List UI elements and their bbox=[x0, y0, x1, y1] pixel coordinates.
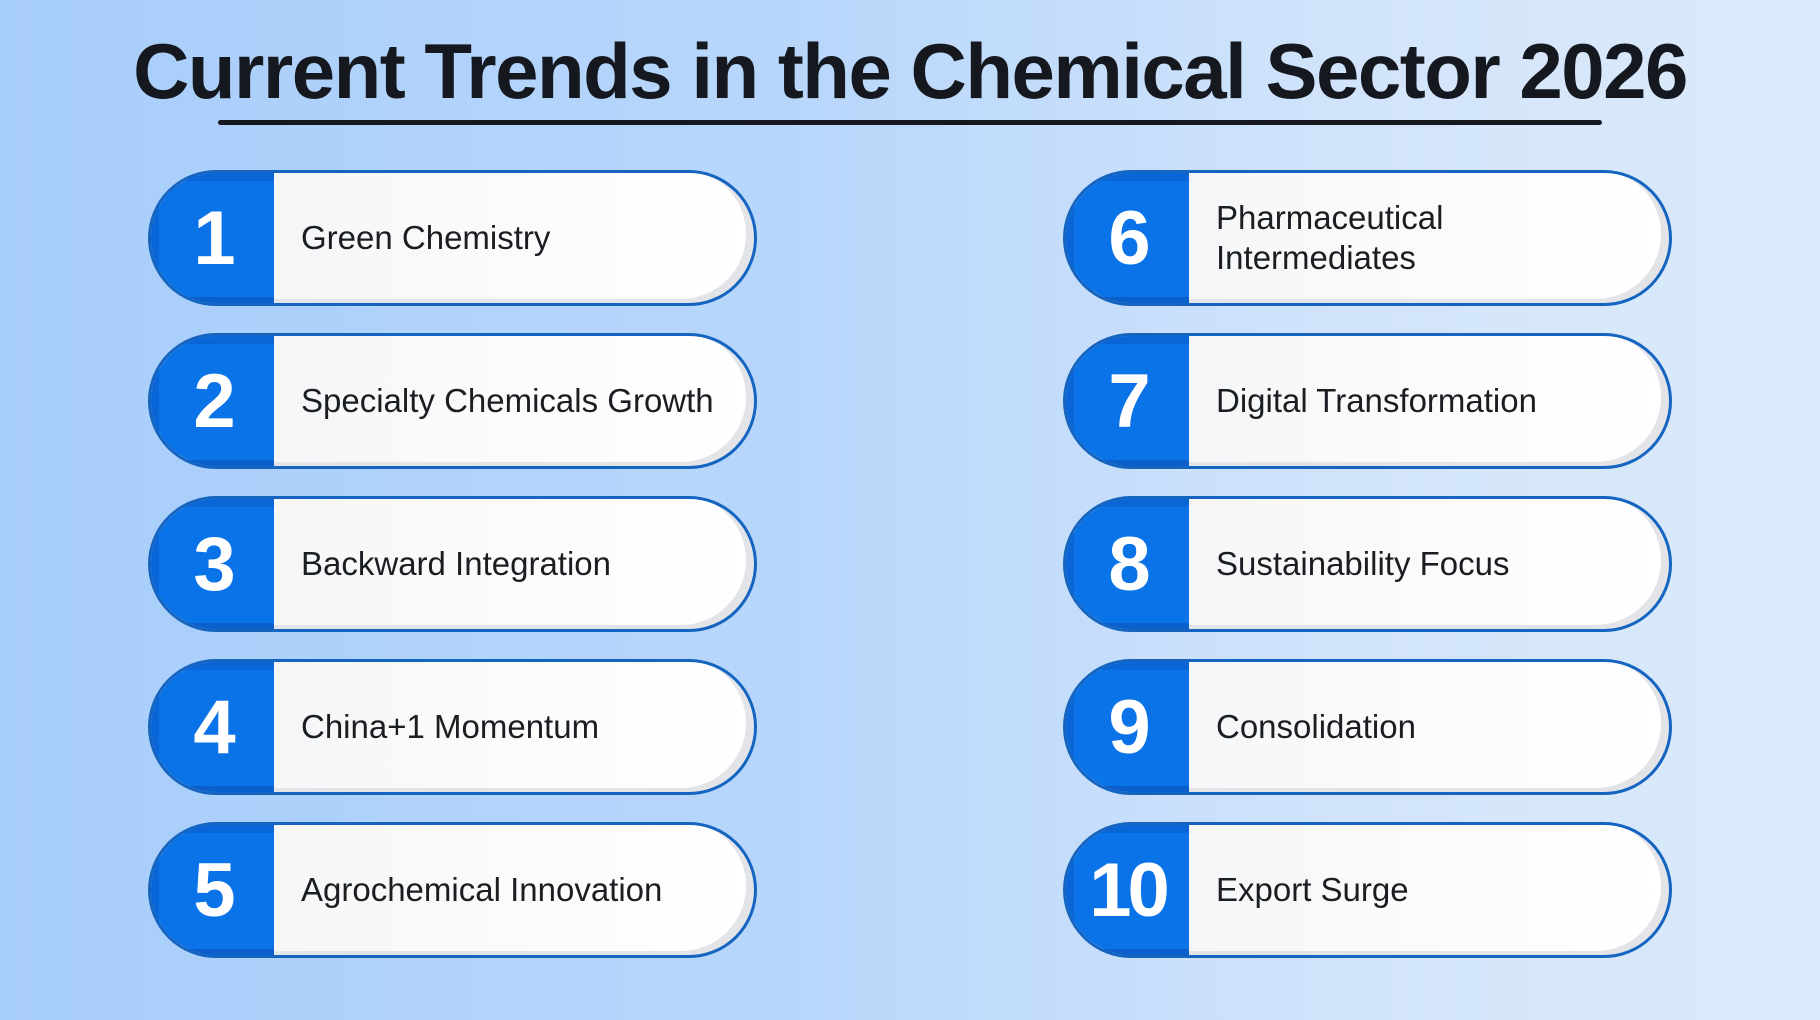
page-title: Current Trends in the Chemical Sector 20… bbox=[133, 27, 1688, 115]
trend-number-badge: 5 bbox=[151, 825, 274, 955]
trend-label: Backward Integration bbox=[301, 545, 612, 582]
trend-card-2: 2 Specialty Chemicals Growth bbox=[148, 333, 757, 469]
trend-label: Sustainability Focus bbox=[1216, 545, 1510, 582]
trend-card-7: 7 Digital Transformation bbox=[1063, 333, 1672, 469]
trend-label: Green Chemistry bbox=[301, 219, 551, 256]
trend-number-badge: 10 bbox=[1066, 825, 1189, 955]
trend-number-badge: 2 bbox=[151, 336, 274, 466]
title-underline bbox=[218, 120, 1602, 125]
trend-number-badge: 3 bbox=[151, 499, 274, 629]
trend-label: Specialty Chemicals Growth bbox=[301, 382, 714, 419]
trend-label: Pharmaceutical Intermediates bbox=[1216, 199, 1444, 276]
trend-label: Export Surge bbox=[1216, 871, 1409, 908]
trend-card-9: 9 Consolidation bbox=[1063, 659, 1672, 795]
trend-card-10: 10 Export Surge bbox=[1063, 822, 1672, 958]
trend-number-badge: 9 bbox=[1066, 662, 1189, 792]
trend-number-badge: 6 bbox=[1066, 173, 1189, 303]
trend-card-5: 5 Agrochemical Innovation bbox=[148, 822, 757, 958]
trend-label: Consolidation bbox=[1216, 708, 1416, 745]
trend-card-3: 3 Backward Integration bbox=[148, 496, 757, 632]
trend-card-4: 4 China+1 Momentum bbox=[148, 659, 757, 795]
trend-card-1: 1 Green Chemistry bbox=[148, 170, 757, 306]
trend-number-badge: 8 bbox=[1066, 499, 1189, 629]
trend-card-8: 8 Sustainability Focus bbox=[1063, 496, 1672, 632]
trend-card-6: 6 Pharmaceutical Intermediates bbox=[1063, 170, 1672, 306]
trend-label: China+1 Momentum bbox=[301, 708, 600, 745]
trend-number-badge: 1 bbox=[151, 173, 274, 303]
trend-number-badge: 4 bbox=[151, 662, 274, 792]
trend-label: Agrochemical Innovation bbox=[301, 871, 663, 908]
trend-label: Digital Transformation bbox=[1216, 382, 1537, 419]
trend-number-badge: 7 bbox=[1066, 336, 1189, 466]
